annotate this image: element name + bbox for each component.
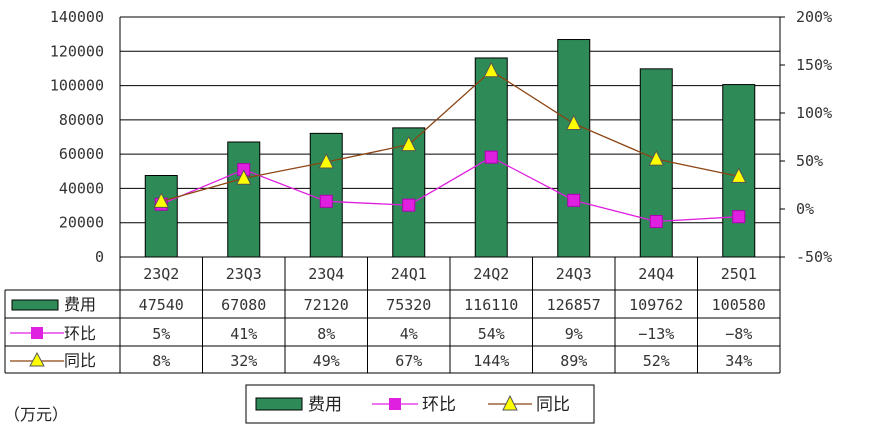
table-cell: −13% [638,325,674,343]
line-series [153,61,747,228]
category-label: 24Q3 [556,265,592,283]
row-label: 同比 [64,351,96,370]
left-axis-ticks: 0 20000 40000 60000 80000 100000 120000 140000 [50,8,104,266]
category-label: 23Q4 [308,265,344,283]
left-tick-label: 140000 [50,8,104,26]
table-cell: 67% [395,352,422,370]
category-label: 23Q3 [226,265,262,283]
table-cell: 109762 [629,296,683,314]
legend-label: 费用 [308,395,342,415]
left-tick-label: 120000 [50,42,104,60]
bar [557,39,591,258]
huanbi-point [402,198,416,212]
legend-key-square [389,398,401,410]
left-tick-label: 60000 [59,145,104,163]
table-cell: 126857 [547,296,601,314]
category-label: 23Q2 [143,265,179,283]
table-cell: 41% [230,325,257,343]
tongbi-point [153,192,170,208]
table-cell: −8% [725,325,752,343]
table-cell: 4% [400,325,418,343]
table-cell: 67080 [221,296,266,314]
left-tick-label: 20000 [59,214,104,232]
table-cell: 5% [152,325,170,343]
table-cell: 52% [643,352,670,370]
table-cell: 116110 [464,296,518,314]
bar [144,175,178,258]
category-label: 25Q1 [721,265,757,283]
left-tick-label: 80000 [59,111,104,129]
unit-label: （万元） [4,405,69,424]
bar [227,141,261,258]
left-tick-label: 0 [95,248,104,266]
legend-label: 同比 [536,395,570,415]
category-label: 24Q4 [638,265,674,283]
row-key-bar [11,299,59,311]
table-cell: 8% [317,325,335,343]
row-key-triangle [29,351,45,367]
huanbi-point [484,150,498,164]
right-tick-label: 50% [796,152,823,170]
right-tick-label: -50% [796,248,832,266]
category-label: 24Q2 [473,265,509,283]
huanbi-point [319,194,333,208]
table-cell: 144% [473,352,509,370]
right-tick-label: 150% [796,56,832,74]
table-cell: 72120 [304,296,349,314]
row-label: 费用 [64,295,96,314]
huanbi-point [732,210,746,224]
tongbi-point [318,152,335,169]
right-tick-label: 100% [796,104,832,122]
table-cell: 47540 [139,296,184,314]
tongbi-point [400,135,417,152]
right-axis-ticks: -50% 0% 50% 100% 150% 200% [796,8,832,266]
table-cell: 100580 [712,296,766,314]
legend-box [245,384,595,424]
legend-label: 环比 [422,395,456,415]
huanbi-point [649,214,663,228]
table-cell: 89% [560,352,587,370]
left-tick-label: 40000 [59,179,104,197]
tongbi-point [730,167,747,183]
left-tick-label: 100000 [50,77,104,95]
tongbi-point [565,114,582,131]
bar-series [144,39,756,258]
table-cell: 54% [478,325,505,343]
legend-key-triangle [502,394,518,411]
tongbi-point [483,61,500,78]
legend: 费用 环比 同比 [245,384,595,424]
tongbi-point [648,149,665,166]
row-label: 环比 [64,324,96,343]
table-cell: 8% [152,352,170,370]
tongbi-point [235,169,252,185]
gridlines [119,16,785,258]
data-table: 23Q2 23Q3 23Q4 24Q1 24Q2 24Q3 24Q4 25Q1 费用 47540 6… [4,256,781,374]
table-cell: 75320 [386,296,431,314]
table-cell: 32% [230,352,257,370]
table-cell: 49% [313,352,340,370]
table-cell: 9% [565,325,583,343]
category-label: 24Q1 [391,265,427,283]
huanbi-point [567,193,581,207]
right-tick-label: 0% [796,200,814,218]
row-key-square [31,327,43,339]
legend-key-bar [255,397,303,411]
tongbi-line [161,69,739,202]
right-tick-label: 200% [796,8,832,26]
table-cell: 34% [725,352,752,370]
